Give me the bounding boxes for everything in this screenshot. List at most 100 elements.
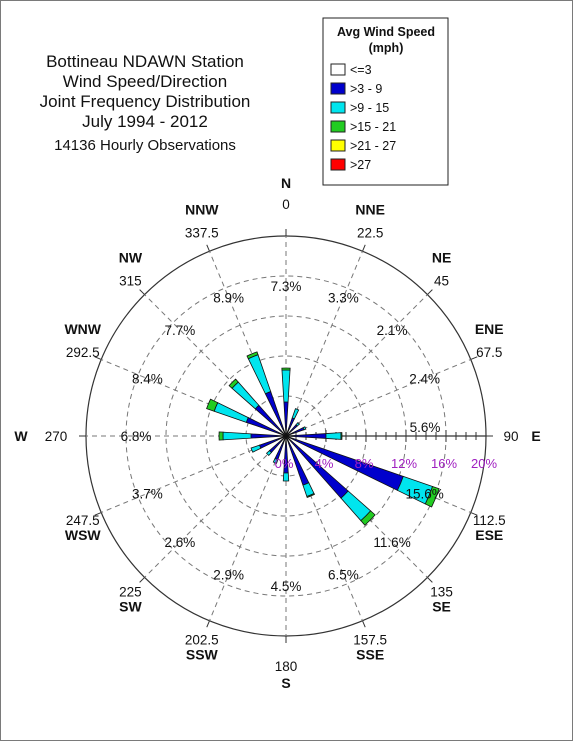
grid-spoke-7	[285, 435, 363, 621]
direction-degree-se: 135	[430, 585, 453, 600]
legend: Avg Wind Speed (mph) <=3 >3 - 9 >9 - 15 >15…	[322, 17, 449, 186]
direction-name-wsw: WSW	[65, 527, 102, 543]
radial-tick-1: 4%	[315, 456, 334, 471]
direction-name-w: W	[14, 428, 28, 444]
outer-tick-15	[206, 244, 210, 252]
grid-spoke-1	[285, 251, 363, 437]
direction-pct-ssw: 2.9%	[213, 568, 244, 583]
title-line-1: Bottineau NDAWN Station	[46, 52, 244, 71]
legend-swatch-4	[330, 139, 346, 152]
outer-tick-11	[94, 512, 102, 516]
bar-nw-bin-2	[231, 381, 260, 410]
direction-degree-nw: 315	[119, 273, 142, 288]
bar-sse-bin-3	[306, 492, 316, 498]
direction-degree-ssw: 202.5	[185, 632, 219, 647]
bar-nw-bin-3	[228, 378, 239, 389]
direction-pct-ese: 15.6%	[405, 486, 443, 501]
direction-degree-nnw: 337.5	[185, 226, 219, 241]
direction-degree-e: 90	[503, 429, 518, 444]
legend-swatch-3	[330, 120, 346, 133]
legend-label-4: >21 - 27	[350, 139, 396, 153]
bar-sw-bin-2	[265, 450, 272, 457]
direction-pct-nne: 3.3%	[328, 290, 359, 305]
direction-degree-ene: 67.5	[476, 345, 502, 360]
title-line-2: Wind Speed/Direction	[63, 72, 227, 91]
outer-tick-7	[362, 620, 366, 628]
legend-swatch-2	[330, 101, 346, 114]
direction-degree-n: 0	[282, 197, 290, 212]
direction-name-ene: ENE	[475, 321, 504, 337]
radial-tick-3: 12%	[391, 456, 417, 471]
outer-tick-10	[139, 577, 145, 583]
outer-tick-6	[427, 577, 433, 583]
direction-pct-w: 6.8%	[121, 429, 152, 444]
grid-spoke-10	[144, 435, 287, 578]
direction-pct-wsw: 3.7%	[132, 486, 163, 501]
radial-tick-0: 0%	[275, 456, 294, 471]
direction-pct-ne: 2.1%	[377, 323, 408, 338]
direction-name-nnw: NNW	[185, 202, 219, 218]
bar-s-bin-2	[282, 472, 290, 482]
direction-name-ssw: SSW	[186, 646, 219, 662]
direction-pct-s: 4.5%	[271, 579, 302, 594]
direction-degree-ese: 112.5	[473, 513, 506, 528]
legend-title-line-1: Avg Wind Speed	[337, 25, 435, 39]
bar-wnw-bin-2	[213, 402, 249, 423]
grid-spoke-9	[209, 435, 287, 621]
direction-name-nne: NNE	[355, 202, 385, 218]
direction-pct-sw: 2.6%	[165, 535, 196, 550]
chart-title: Bottineau NDAWN Station Wind Speed/Direc…	[40, 52, 251, 154]
grid-spoke-2	[285, 294, 428, 437]
bar-wsw-bin-2	[250, 444, 262, 453]
legend-swatch-1	[330, 82, 346, 95]
bar-e-bin-3	[340, 432, 343, 440]
grid-spoke-3	[285, 359, 471, 437]
legend-label-5: >27	[350, 158, 371, 172]
grid-spoke-15	[209, 251, 287, 437]
direction-name-e: E	[531, 428, 540, 444]
direction-pct-sse: 6.5%	[328, 568, 359, 583]
direction-name-ese: ESE	[475, 527, 503, 543]
outer-tick-9	[206, 620, 210, 628]
bar-ssw-bin-2	[272, 457, 279, 464]
bar-w-bin-2	[222, 431, 252, 441]
direction-name-s: S	[281, 675, 290, 691]
title-line-4: July 1994 - 2012	[82, 112, 208, 131]
legend-label-0: <=3	[350, 63, 372, 77]
direction-pct-nw: 7.7%	[165, 323, 196, 338]
direction-name-ne: NE	[432, 249, 451, 265]
direction-name-se: SE	[432, 599, 451, 615]
bar-n-bin-3	[281, 367, 291, 371]
bar-n-bin-2	[281, 369, 291, 403]
direction-name-sw: SW	[119, 599, 142, 615]
radial-tick-labels: 0% 4% 8% 12% 16% 20%	[275, 456, 498, 471]
direction-degree-nne: 22.5	[357, 226, 383, 241]
bar-ese-bin-3	[424, 485, 440, 508]
direction-pct-se: 11.6%	[373, 535, 410, 550]
direction-labels: N 0 7.3% NNE 22.5 3.3% NE 45 2.1% ENE 67.5 2.4% E 90 5…	[14, 175, 540, 691]
radial-tick-5: 20%	[471, 456, 497, 471]
bar-ne-bin-2	[295, 421, 301, 427]
direction-name-nw: NW	[119, 249, 143, 265]
legend-label-3: >15 - 21	[350, 120, 396, 134]
radial-tick-2: 8%	[355, 456, 374, 471]
bar-nne-bin-2	[291, 408, 300, 420]
wind-rose-bars	[206, 351, 440, 526]
bar-w-bin-3	[218, 431, 224, 441]
radial-tick-4: 16%	[431, 456, 457, 471]
chart-subtitle: 14136 Hourly Observations	[54, 137, 236, 154]
legend-label-2: >9 - 15	[350, 101, 389, 115]
bar-e-bin-2	[325, 432, 342, 440]
title-line-3: Joint Frequency Distribution	[40, 92, 251, 111]
bar-nnw-bin-2	[247, 354, 272, 395]
grid-spoke-14	[144, 294, 287, 437]
direction-degree-wsw: 247.5	[66, 513, 100, 528]
direction-pct-wnw: 8.4%	[132, 372, 163, 387]
grid-spoke-13	[101, 359, 287, 437]
direction-name-n: N	[281, 175, 291, 191]
direction-pct-n: 7.3%	[271, 279, 302, 294]
direction-degree-wnw: 292.5	[66, 345, 100, 360]
direction-degree-s: 180	[275, 659, 298, 674]
legend-swatch-0	[330, 63, 346, 76]
